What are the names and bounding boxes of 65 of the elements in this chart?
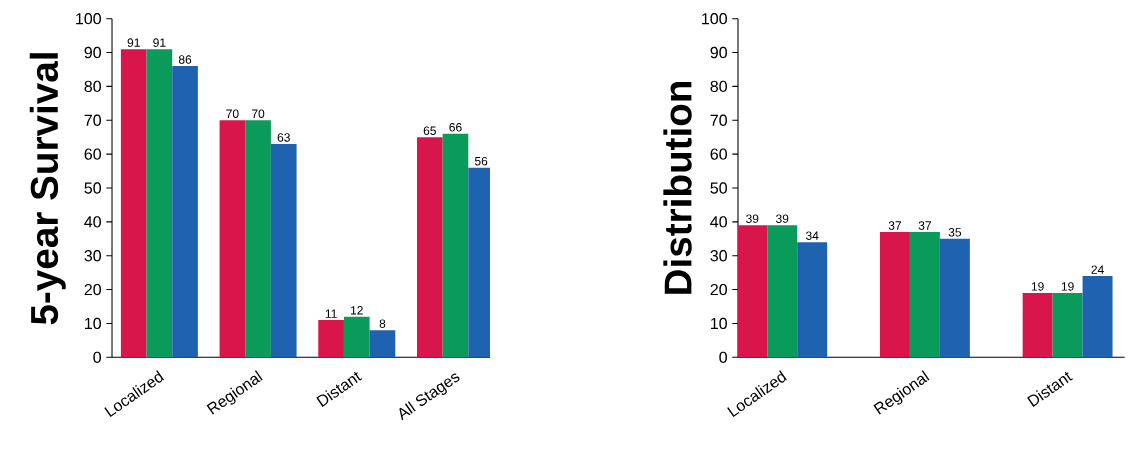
y-tick-label: 100 — [76, 13, 101, 25]
bar — [767, 225, 798, 358]
y-tick-label: 70 — [710, 114, 727, 126]
data-label: 65 — [423, 126, 436, 135]
bar — [738, 225, 768, 358]
y-tick-label: 40 — [710, 216, 727, 228]
bar — [416, 137, 443, 358]
bar — [1022, 292, 1053, 358]
y-tick-label: 80 — [84, 80, 101, 93]
data-label: 19 — [1031, 282, 1044, 291]
data-label: 12 — [351, 306, 363, 315]
bar — [442, 133, 469, 358]
y-tick-label: 90 — [84, 46, 101, 59]
data-label: 37 — [918, 221, 931, 230]
bar — [146, 49, 173, 358]
bar — [318, 320, 344, 358]
y-tick-label: 20 — [84, 283, 101, 296]
y-tick-label: 20 — [710, 283, 727, 296]
data-label: 24 — [1091, 265, 1104, 274]
y-tick-label: 90 — [710, 46, 727, 59]
data-label: 11 — [325, 309, 337, 318]
data-label: 37 — [888, 221, 902, 230]
y-axis-title: 5-year Survival — [29, 53, 66, 325]
y-tick-label: 100 — [702, 13, 727, 25]
bar — [1052, 292, 1083, 358]
y-axis-title: Distribution — [663, 81, 692, 294]
y-tick-label: 60 — [710, 148, 727, 160]
y-tick-label: 0 — [719, 351, 727, 363]
bar — [270, 143, 297, 358]
data-label: 8 — [379, 319, 386, 328]
bar — [369, 330, 396, 358]
data-label: 39 — [776, 214, 789, 223]
data-label: 86 — [178, 55, 192, 64]
y-tick-label: 50 — [710, 182, 727, 194]
y-tick-label: 10 — [85, 317, 101, 330]
y-tick-label: 50 — [84, 182, 101, 194]
bar — [219, 120, 246, 358]
y-tick-label: 30 — [84, 250, 101, 262]
data-label: 66 — [449, 123, 462, 132]
bar — [939, 238, 970, 358]
data-label: 19 — [1061, 282, 1074, 291]
data-label: 63 — [277, 133, 290, 142]
data-label: 56 — [474, 156, 488, 166]
bar — [172, 66, 198, 358]
y-tick-label: 30 — [710, 250, 727, 262]
bar — [1082, 276, 1113, 358]
data-label: 91 — [127, 38, 140, 47]
data-label: 39 — [746, 214, 759, 223]
y-tick-label: 0 — [93, 351, 101, 363]
y-tick-label: 40 — [84, 216, 101, 228]
bar — [879, 232, 910, 358]
y-tick-label: 80 — [710, 80, 727, 93]
data-label: 70 — [252, 109, 265, 118]
y-tick-label: 10 — [711, 317, 727, 330]
bar — [120, 49, 147, 358]
data-label: 34 — [805, 231, 819, 240]
data-label: 70 — [226, 109, 239, 118]
data-label: 35 — [948, 228, 962, 237]
y-tick-label: 60 — [84, 148, 101, 160]
data-label: 91 — [153, 38, 166, 47]
bar — [797, 242, 828, 358]
bar — [909, 232, 940, 358]
bar — [343, 316, 370, 358]
y-tick-label: 70 — [84, 114, 101, 126]
bar — [245, 120, 271, 358]
